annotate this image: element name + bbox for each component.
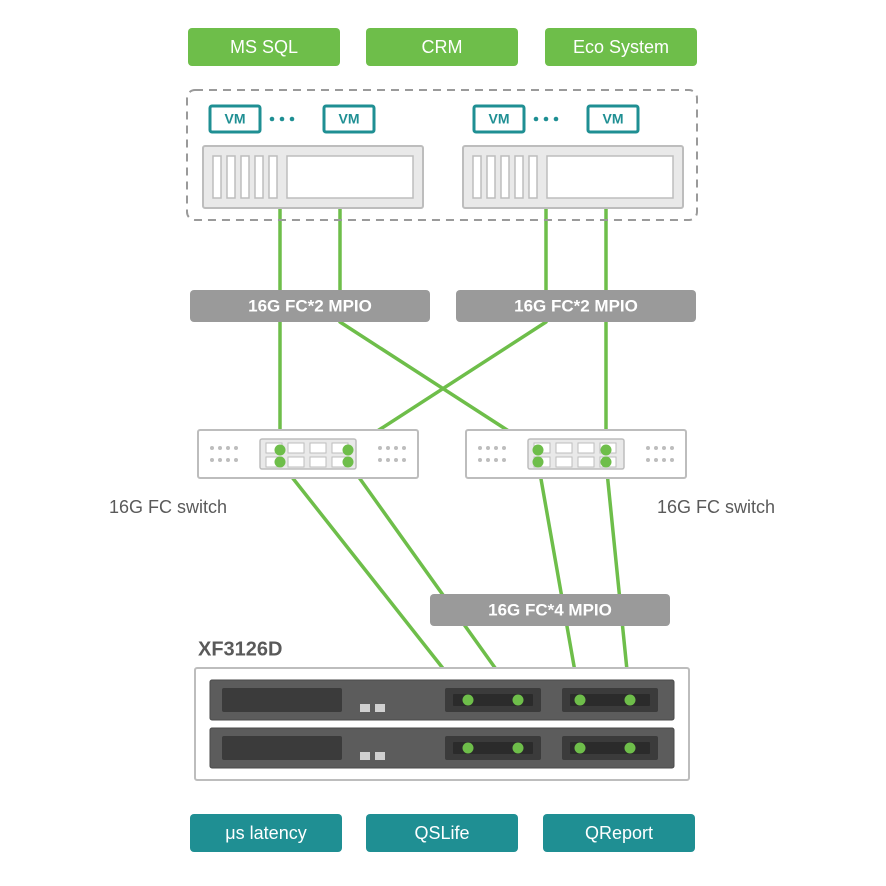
storage-model-label: XF3126D bbox=[198, 638, 283, 660]
storage-array bbox=[195, 668, 689, 780]
vm-box: VM bbox=[210, 106, 260, 132]
bottom-pill: QSLife bbox=[366, 814, 518, 852]
svg-text:μs latency: μs latency bbox=[225, 823, 306, 843]
vm-box: VM bbox=[588, 106, 638, 132]
top-pill: Eco System bbox=[545, 28, 697, 66]
bottom-pill: μs latency bbox=[190, 814, 342, 852]
svg-text:16G FC*2 MPIO: 16G FC*2 MPIO bbox=[514, 296, 638, 315]
svg-text:QReport: QReport bbox=[585, 823, 653, 843]
vm-box: VM bbox=[474, 106, 524, 132]
top-pill: CRM bbox=[366, 28, 518, 66]
svg-text:VM: VM bbox=[339, 111, 360, 127]
bottom-pill: QReport bbox=[543, 814, 695, 852]
mpio-pill: 16G FC*2 MPIO bbox=[190, 290, 430, 322]
svg-text:16G FC*2 MPIO: 16G FC*2 MPIO bbox=[248, 296, 372, 315]
svg-text:VM: VM bbox=[225, 111, 246, 127]
switch-label: 16G FC switch bbox=[657, 497, 775, 517]
svg-text:VM: VM bbox=[489, 111, 510, 127]
vm-box: VM bbox=[324, 106, 374, 132]
svg-text:16G FC*4 MPIO: 16G FC*4 MPIO bbox=[488, 600, 612, 619]
switch-label: 16G FC switch bbox=[109, 497, 227, 517]
svg-text:Eco System: Eco System bbox=[573, 37, 669, 57]
svg-text:CRM: CRM bbox=[422, 37, 463, 57]
svg-text:QSLife: QSLife bbox=[414, 823, 469, 843]
svg-text:VM: VM bbox=[603, 111, 624, 127]
fc-switch bbox=[466, 430, 686, 478]
svg-text:MS SQL: MS SQL bbox=[230, 37, 298, 57]
server-chassis bbox=[203, 146, 423, 208]
top-pill: MS SQL bbox=[188, 28, 340, 66]
mpio-pill: 16G FC*4 MPIO bbox=[430, 594, 670, 626]
server-chassis bbox=[463, 146, 683, 208]
mpio-pill: 16G FC*2 MPIO bbox=[456, 290, 696, 322]
fc-switch bbox=[198, 430, 418, 478]
